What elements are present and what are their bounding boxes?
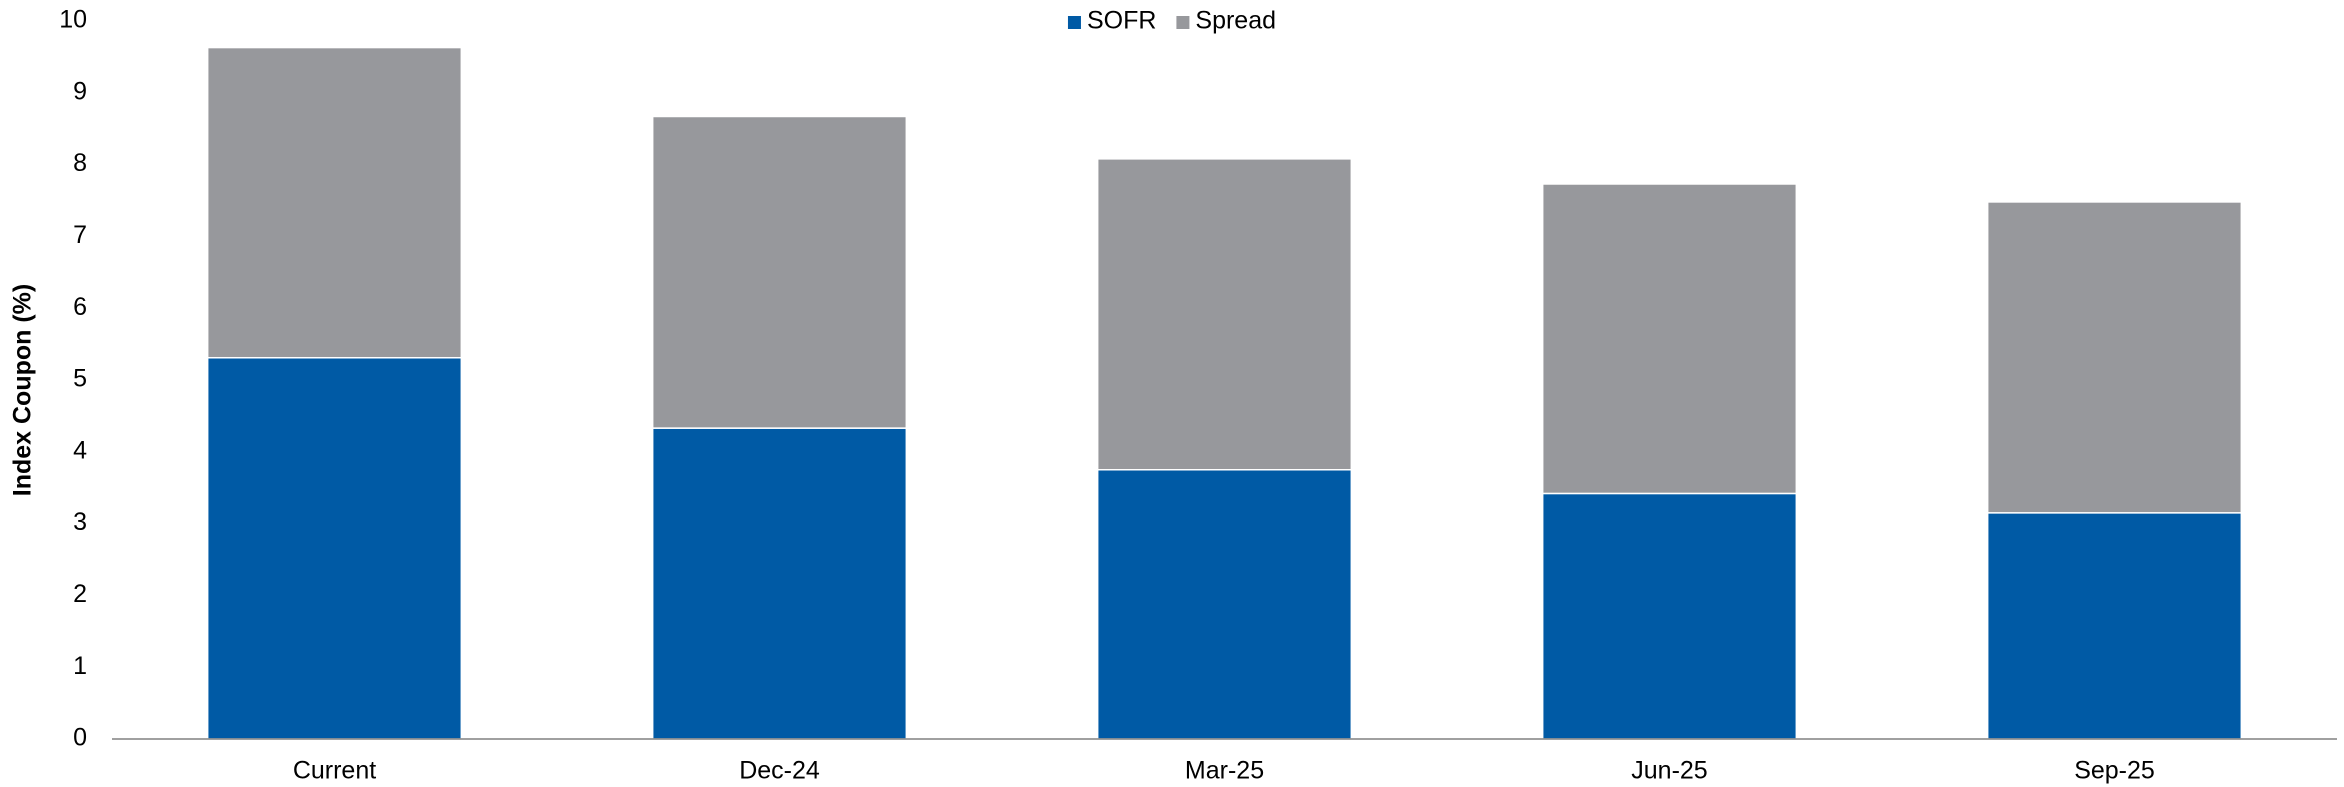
bar-segment [206,356,463,740]
y-tick-label: 5 [73,365,87,393]
y-tick-label: 8 [73,149,87,177]
legend-label: SOFR [1087,7,1156,35]
legend-label: Spread [1195,7,1276,35]
y-tick-label: 10 [59,6,87,34]
bar-segment [1096,469,1353,740]
bar-segment [651,427,908,740]
y-tick-label: 6 [73,293,87,321]
y-tick-label: 2 [73,580,87,608]
bar-segment [1096,158,1353,471]
y-tick-label: 0 [73,724,87,752]
bar-segment [1986,201,2243,514]
y-axis-title: Index Coupon (%) [9,284,37,496]
legend-swatch [1176,16,1190,29]
bar-segment [206,46,463,359]
x-tick-label: Dec-24 [739,757,820,785]
bar-segment [1541,183,1798,495]
legend-swatch [1067,16,1081,29]
x-tick-label: Sep-25 [2074,757,2155,785]
y-tick-label: 3 [73,508,87,536]
x-tick-label: Current [293,757,376,785]
y-tick-label: 1 [73,652,87,680]
y-tick-label: 4 [73,436,87,464]
x-tick-label: Mar-25 [1185,757,1264,785]
bar-segment [1986,512,2243,740]
bar-segment [651,115,908,429]
x-tick-label: Jun-25 [1631,757,1707,785]
bar-segment [1541,492,1798,740]
y-tick-label: 9 [73,77,87,105]
y-tick-label: 7 [73,221,87,249]
